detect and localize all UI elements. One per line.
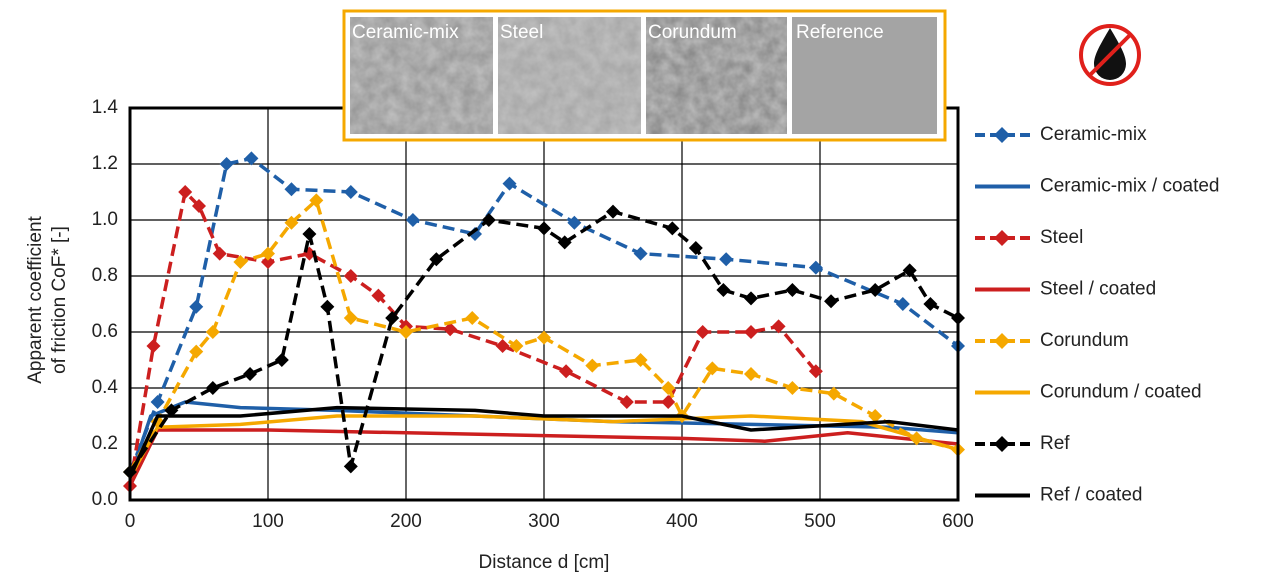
y-tick-label: 1.4 (92, 97, 119, 118)
data-point (785, 381, 799, 395)
image-inset: Ceramic-mix Steel Corundum Reference (344, 11, 945, 140)
legend-marker (994, 333, 1010, 349)
x-tick-label: 0 (125, 511, 136, 532)
data-point (146, 339, 160, 353)
y-axis-label: Apparent coefficient (25, 215, 46, 383)
legend-marker (994, 230, 1010, 246)
data-point (151, 395, 165, 409)
x-tick-label: 300 (528, 511, 560, 532)
data-point (809, 261, 823, 275)
data-point (696, 325, 710, 339)
legend-label: Corundum / coated (1040, 382, 1202, 403)
data-point (206, 381, 220, 395)
data-point (243, 367, 257, 381)
image-label: Reference (796, 22, 884, 43)
x-tick-label: 200 (390, 511, 422, 532)
data-point (559, 364, 573, 378)
y-tick-label: 0.4 (92, 377, 119, 398)
data-point (496, 339, 510, 353)
legend-label: Ref / coated (1040, 485, 1142, 506)
legend-marker (994, 127, 1010, 143)
y-tick-label: 1.2 (92, 153, 118, 174)
legend-label: Steel (1040, 227, 1083, 248)
data-point (744, 367, 758, 381)
y-tick-label: 0.2 (92, 433, 118, 454)
y-axis-label: of friction CoF* [-] (49, 226, 70, 374)
legend-label: Steel / coated (1040, 279, 1156, 300)
data-point (827, 387, 841, 401)
data-point (406, 213, 420, 227)
page: {"chart_data": {"type": "line", "ylabel"… (0, 0, 1280, 576)
x-tick-label: 400 (666, 511, 698, 532)
legend-label: Ref (1040, 433, 1070, 454)
data-point (824, 294, 838, 308)
data-point (585, 359, 599, 373)
no-oil-icon (1081, 26, 1139, 84)
data-point (344, 311, 358, 325)
data-point (606, 205, 620, 219)
y-tick-label: 1.0 (92, 209, 118, 230)
data-point (620, 395, 634, 409)
legend-marker (994, 436, 1010, 452)
data-point (344, 459, 358, 473)
data-point (275, 353, 289, 367)
data-point (923, 297, 937, 311)
legend-label: Corundum (1040, 330, 1129, 351)
y-tick-label: 0.6 (92, 321, 118, 342)
data-point (537, 221, 551, 235)
data-point (772, 319, 786, 333)
data-point (206, 325, 220, 339)
data-point (220, 157, 234, 171)
data-point (537, 331, 551, 345)
legend-label: Ceramic-mix / coated (1040, 176, 1220, 197)
data-point (465, 311, 479, 325)
data-point (744, 291, 758, 305)
data-point (213, 247, 227, 261)
data-point (719, 252, 733, 266)
data-point (896, 297, 910, 311)
data-point (785, 283, 799, 297)
data-point (284, 182, 298, 196)
data-point (744, 325, 758, 339)
image-label: Steel (500, 22, 543, 43)
image-label: Ceramic-mix (352, 22, 459, 43)
data-point (320, 300, 334, 314)
y-tick-label: 0.0 (92, 489, 118, 510)
data-point (189, 300, 203, 314)
x-tick-label: 600 (942, 511, 974, 532)
data-point (344, 185, 358, 199)
y-tick-label: 0.8 (92, 265, 118, 286)
data-point (634, 247, 648, 261)
data-point (665, 221, 679, 235)
data-point (302, 227, 316, 241)
x-tick-label: 100 (252, 511, 284, 532)
x-axis-label: Distance d [cm] (479, 552, 610, 573)
legend-label: Ceramic-mix (1040, 124, 1147, 145)
image-label: Corundum (648, 22, 737, 43)
x-tick-label: 500 (804, 511, 836, 532)
data-point (244, 151, 258, 165)
chart: Apparent coefficient of friction CoF* [-… (0, 0, 1280, 576)
